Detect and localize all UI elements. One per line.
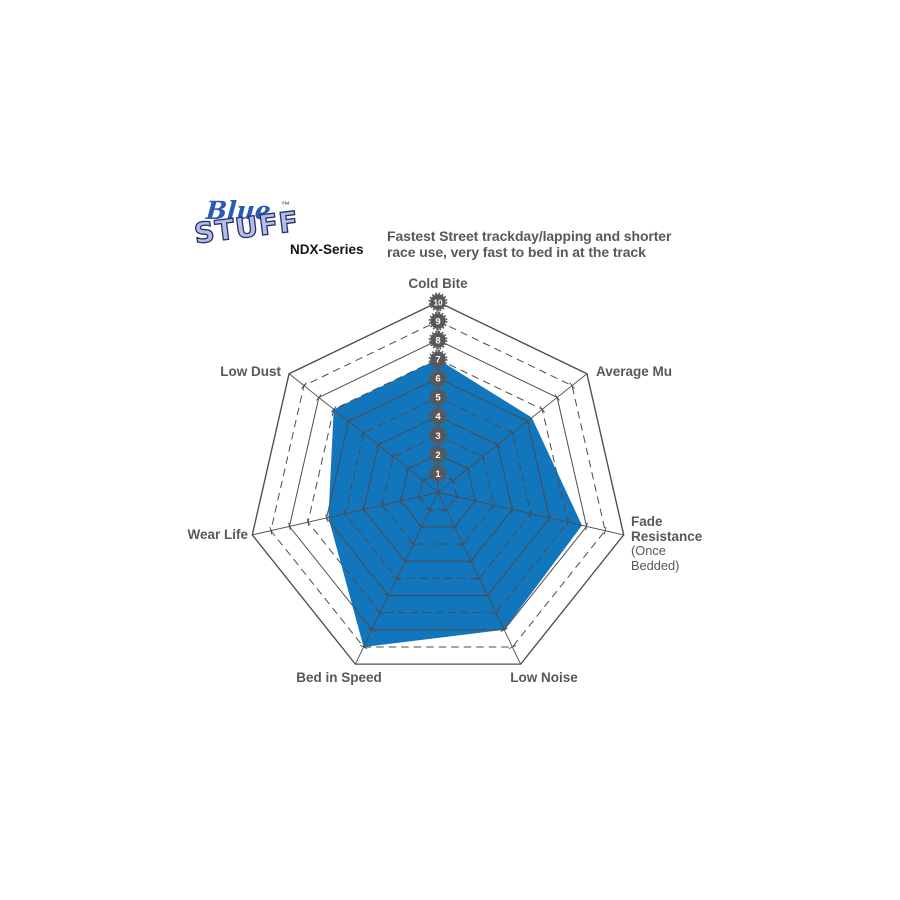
- scale-badges: 1 2 3 4 5 6 7 8 9 10: [428, 292, 448, 483]
- logo-trademark: ™: [281, 200, 290, 210]
- svg-text:7: 7: [435, 355, 440, 366]
- scale-badge-8: 8: [428, 330, 448, 350]
- description-line-2: race use, very fast to bed in at the tra…: [387, 243, 646, 260]
- scale-badge-1: 1: [428, 464, 448, 483]
- series-polygon-bluestuff: [328, 359, 582, 647]
- bluestuff-logo: Blue ™ STUFF: [192, 196, 302, 270]
- axis-label-fade-main: Fade Resistance: [631, 514, 703, 544]
- svg-text:10: 10: [433, 298, 443, 307]
- axis-label-average-mu: Average Mu: [596, 364, 673, 379]
- axis-label-fade-sub: (Once Bedded): [631, 543, 680, 573]
- svg-text:8: 8: [435, 336, 440, 347]
- product-description: Fastest Street trackday/lapping and shor…: [387, 228, 672, 260]
- description-line-1: Fastest Street trackday/lapping and shor…: [387, 228, 672, 244]
- scale-badge-3: 3: [428, 425, 448, 445]
- axis-label-fade-resistance: Fade Resistance (Once Bedded): [631, 514, 717, 573]
- series-name: NDX-Series: [290, 242, 364, 257]
- scale-badge-10: 10: [428, 292, 448, 312]
- svg-text:1: 1: [435, 469, 441, 480]
- svg-text:4: 4: [435, 412, 441, 423]
- scale-badge-4: 4: [428, 406, 448, 426]
- svg-text:3: 3: [435, 431, 440, 442]
- axis-label-cold-bite: Cold Bite: [408, 276, 468, 291]
- axis-label-low-noise: Low Noise: [510, 670, 578, 685]
- svg-text:2: 2: [435, 450, 440, 461]
- axis-label-low-dust: Low Dust: [220, 364, 281, 379]
- svg-text:9: 9: [435, 316, 440, 327]
- svg-text:5: 5: [435, 393, 441, 404]
- radar-grid: [251, 301, 625, 665]
- scale-badge-7: 7: [428, 349, 448, 369]
- scale-badge-2: 2: [428, 444, 448, 464]
- scale-badge-6: 6: [428, 368, 448, 388]
- svg-text:6: 6: [435, 374, 440, 385]
- scale-badge-5: 5: [428, 387, 448, 407]
- axis-label-bed-in-speed: Bed in Speed: [296, 670, 382, 685]
- scale-badge-9: 9: [428, 311, 448, 331]
- axis-label-wear-life: Wear Life: [187, 527, 248, 542]
